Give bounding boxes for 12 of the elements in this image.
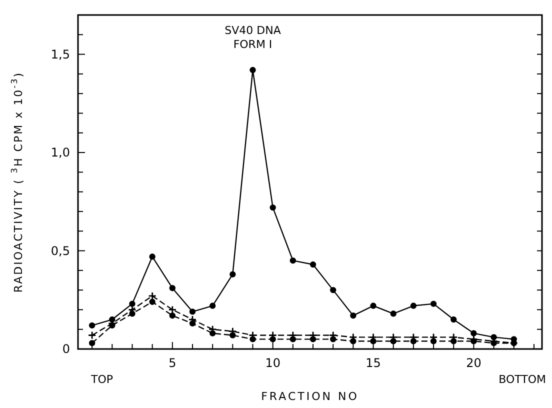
x-axis-title: FRACTION NO xyxy=(261,390,359,403)
y-tick-label: 0,5 xyxy=(50,244,70,258)
x-tick-label: 15 xyxy=(366,356,381,370)
x-tick-label: 5 xyxy=(168,356,176,370)
annotation: SV40 DNA FORM I xyxy=(224,24,282,52)
y-tick-label: 0 xyxy=(62,342,70,356)
x-tick-label: 10 xyxy=(265,356,280,370)
text: BOTTOM xyxy=(498,373,546,386)
y-tick-label: 1,0 xyxy=(50,146,70,160)
text: TOP xyxy=(90,373,114,386)
y-tick-label: 1,5 xyxy=(50,47,70,62)
x-tick-label: 20 xyxy=(466,356,482,370)
